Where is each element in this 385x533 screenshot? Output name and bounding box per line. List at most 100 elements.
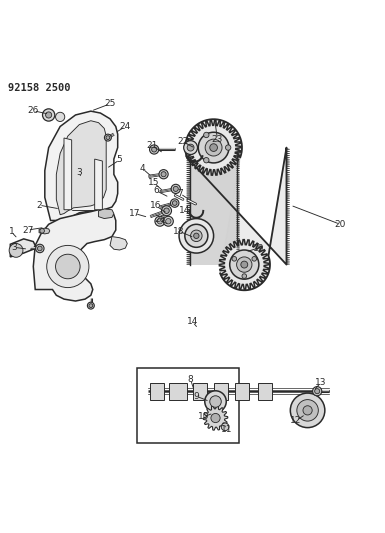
Polygon shape [99,209,114,219]
Polygon shape [187,215,190,216]
Polygon shape [187,238,190,239]
Polygon shape [286,155,290,156]
Circle shape [89,304,93,308]
Polygon shape [237,206,239,207]
Polygon shape [286,202,290,203]
Circle shape [198,132,229,163]
Circle shape [210,144,218,151]
Polygon shape [187,223,190,224]
Polygon shape [237,189,239,190]
Polygon shape [237,157,239,158]
Polygon shape [187,201,190,202]
Circle shape [204,132,209,138]
Polygon shape [237,223,239,224]
Polygon shape [187,188,190,189]
Polygon shape [237,159,239,160]
Bar [258,383,272,400]
Polygon shape [286,191,290,192]
Polygon shape [187,203,190,204]
Polygon shape [187,254,190,255]
Text: 22: 22 [177,138,189,147]
Polygon shape [187,246,190,247]
Text: 26: 26 [28,106,39,115]
Polygon shape [187,180,190,181]
Bar [190,148,238,264]
Polygon shape [237,174,239,175]
Polygon shape [286,208,290,209]
Polygon shape [10,239,35,257]
Polygon shape [187,260,190,261]
Circle shape [191,230,202,241]
Polygon shape [286,172,290,173]
Polygon shape [237,172,239,173]
Polygon shape [187,193,190,195]
Circle shape [152,147,157,152]
Circle shape [173,187,178,191]
Polygon shape [286,213,290,214]
Polygon shape [286,228,290,229]
Circle shape [172,201,177,205]
Circle shape [155,216,165,226]
Circle shape [163,216,173,226]
Polygon shape [237,185,239,186]
Polygon shape [237,196,239,197]
Polygon shape [187,209,190,210]
Polygon shape [286,253,290,254]
Polygon shape [187,227,190,228]
Circle shape [87,302,94,309]
Polygon shape [187,191,190,192]
Polygon shape [286,183,290,184]
Polygon shape [286,196,290,197]
Polygon shape [286,211,290,212]
Polygon shape [187,248,190,249]
Polygon shape [237,217,239,218]
Polygon shape [187,256,190,257]
Polygon shape [286,168,290,169]
Text: 1: 1 [8,228,14,237]
Polygon shape [187,152,190,154]
Polygon shape [187,166,190,167]
Polygon shape [187,178,190,179]
Polygon shape [237,232,239,233]
Text: 18: 18 [173,227,185,236]
Text: 24: 24 [120,122,131,131]
Text: 92158 2500: 92158 2500 [8,83,71,93]
Text: 10: 10 [198,413,209,422]
Polygon shape [237,255,239,256]
Text: 14: 14 [179,206,191,215]
Circle shape [104,134,111,141]
Text: 12: 12 [290,416,302,425]
Polygon shape [237,215,239,216]
Text: 3: 3 [77,168,82,177]
Circle shape [315,389,320,394]
Polygon shape [286,193,290,195]
Polygon shape [237,151,239,152]
Circle shape [171,184,180,193]
Bar [169,383,187,400]
Polygon shape [237,193,239,195]
Circle shape [252,256,256,261]
Circle shape [37,246,42,251]
Polygon shape [187,170,190,171]
Circle shape [221,423,229,431]
Polygon shape [187,199,190,200]
Text: 14: 14 [187,317,198,326]
Text: 3: 3 [12,243,17,252]
Polygon shape [187,213,190,214]
Circle shape [205,391,226,412]
Circle shape [166,219,171,224]
Polygon shape [237,211,239,212]
Circle shape [205,139,222,156]
Polygon shape [187,250,190,251]
Polygon shape [286,240,290,241]
Circle shape [45,112,52,118]
Polygon shape [187,160,190,161]
Circle shape [226,145,231,150]
Polygon shape [187,168,190,169]
Polygon shape [286,166,290,167]
Polygon shape [286,153,290,154]
Polygon shape [187,235,190,236]
Polygon shape [286,185,290,186]
Polygon shape [237,166,239,167]
Text: 13: 13 [315,378,327,387]
